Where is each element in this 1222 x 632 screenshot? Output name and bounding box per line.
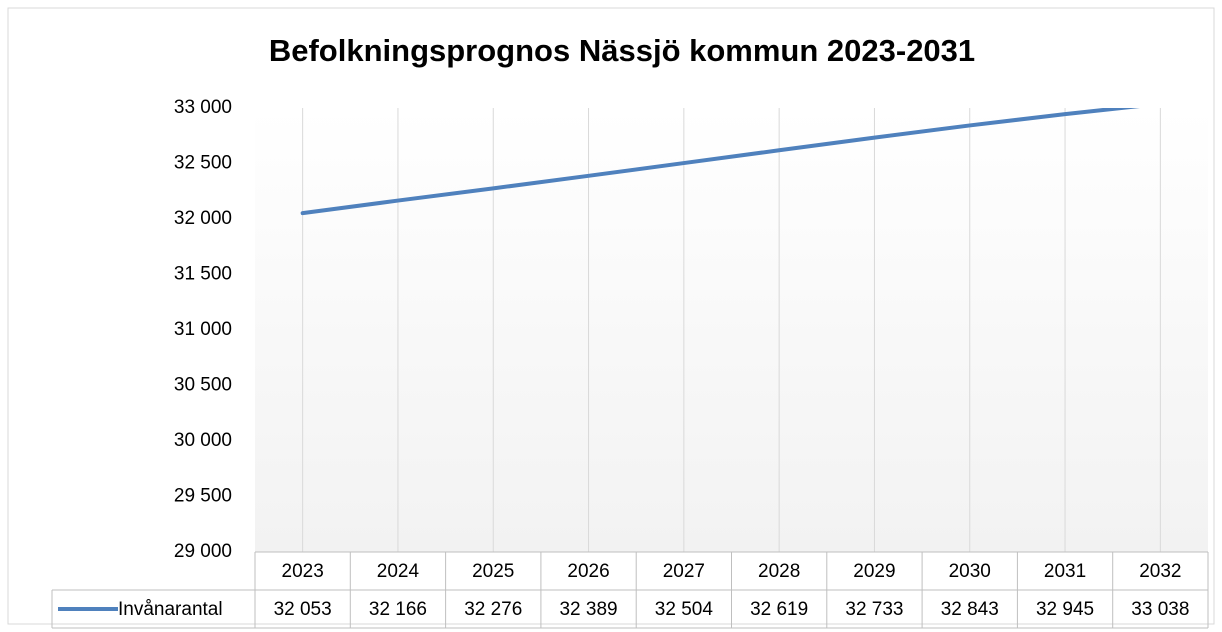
data-table-value: 32 389 [559, 599, 617, 620]
data-table-value: 32 619 [750, 599, 808, 620]
legend-label: Invånarantal [118, 599, 223, 620]
data-table-value: 32 945 [1036, 599, 1094, 620]
x-tick-label: 2024 [377, 561, 420, 582]
y-tick-label: 31 500 [174, 264, 232, 285]
data-table-value: 32 504 [655, 599, 714, 620]
y-tick-label: 32 500 [174, 153, 232, 174]
y-tick-label: 31 000 [174, 319, 232, 340]
x-tick-label: 2023 [282, 561, 324, 582]
data-table-value: 32 166 [369, 599, 427, 620]
data-table-value: 32 843 [941, 599, 999, 620]
chart-title: Befolkningsprognos Nässjö kommun 2023-20… [269, 33, 975, 68]
data-table-value: 32 053 [274, 599, 332, 620]
x-tick-label: 2026 [567, 561, 609, 582]
y-tick-label: 33 000 [174, 97, 232, 118]
y-tick-label: 29 000 [174, 541, 232, 562]
x-tick-label: 2025 [472, 561, 514, 582]
x-tick-label: 2031 [1044, 561, 1086, 582]
y-tick-label: 30 000 [174, 430, 232, 451]
x-tick-label: 2027 [663, 561, 705, 582]
data-table-value: 32 733 [845, 599, 903, 620]
y-tick-label: 29 500 [174, 486, 232, 507]
x-tick-label: 2032 [1139, 561, 1181, 582]
plot-area [255, 108, 1208, 552]
x-tick-label: 2028 [758, 561, 800, 582]
data-table-value: 32 276 [464, 599, 522, 620]
x-tick-label: 2030 [949, 561, 991, 582]
y-tick-label: 32 000 [174, 208, 232, 229]
series-line [300, 108, 1140, 216]
data-table-value: 33 038 [1131, 599, 1189, 620]
y-tick-label: 30 500 [174, 375, 232, 396]
x-tick-label: 2029 [853, 561, 895, 582]
